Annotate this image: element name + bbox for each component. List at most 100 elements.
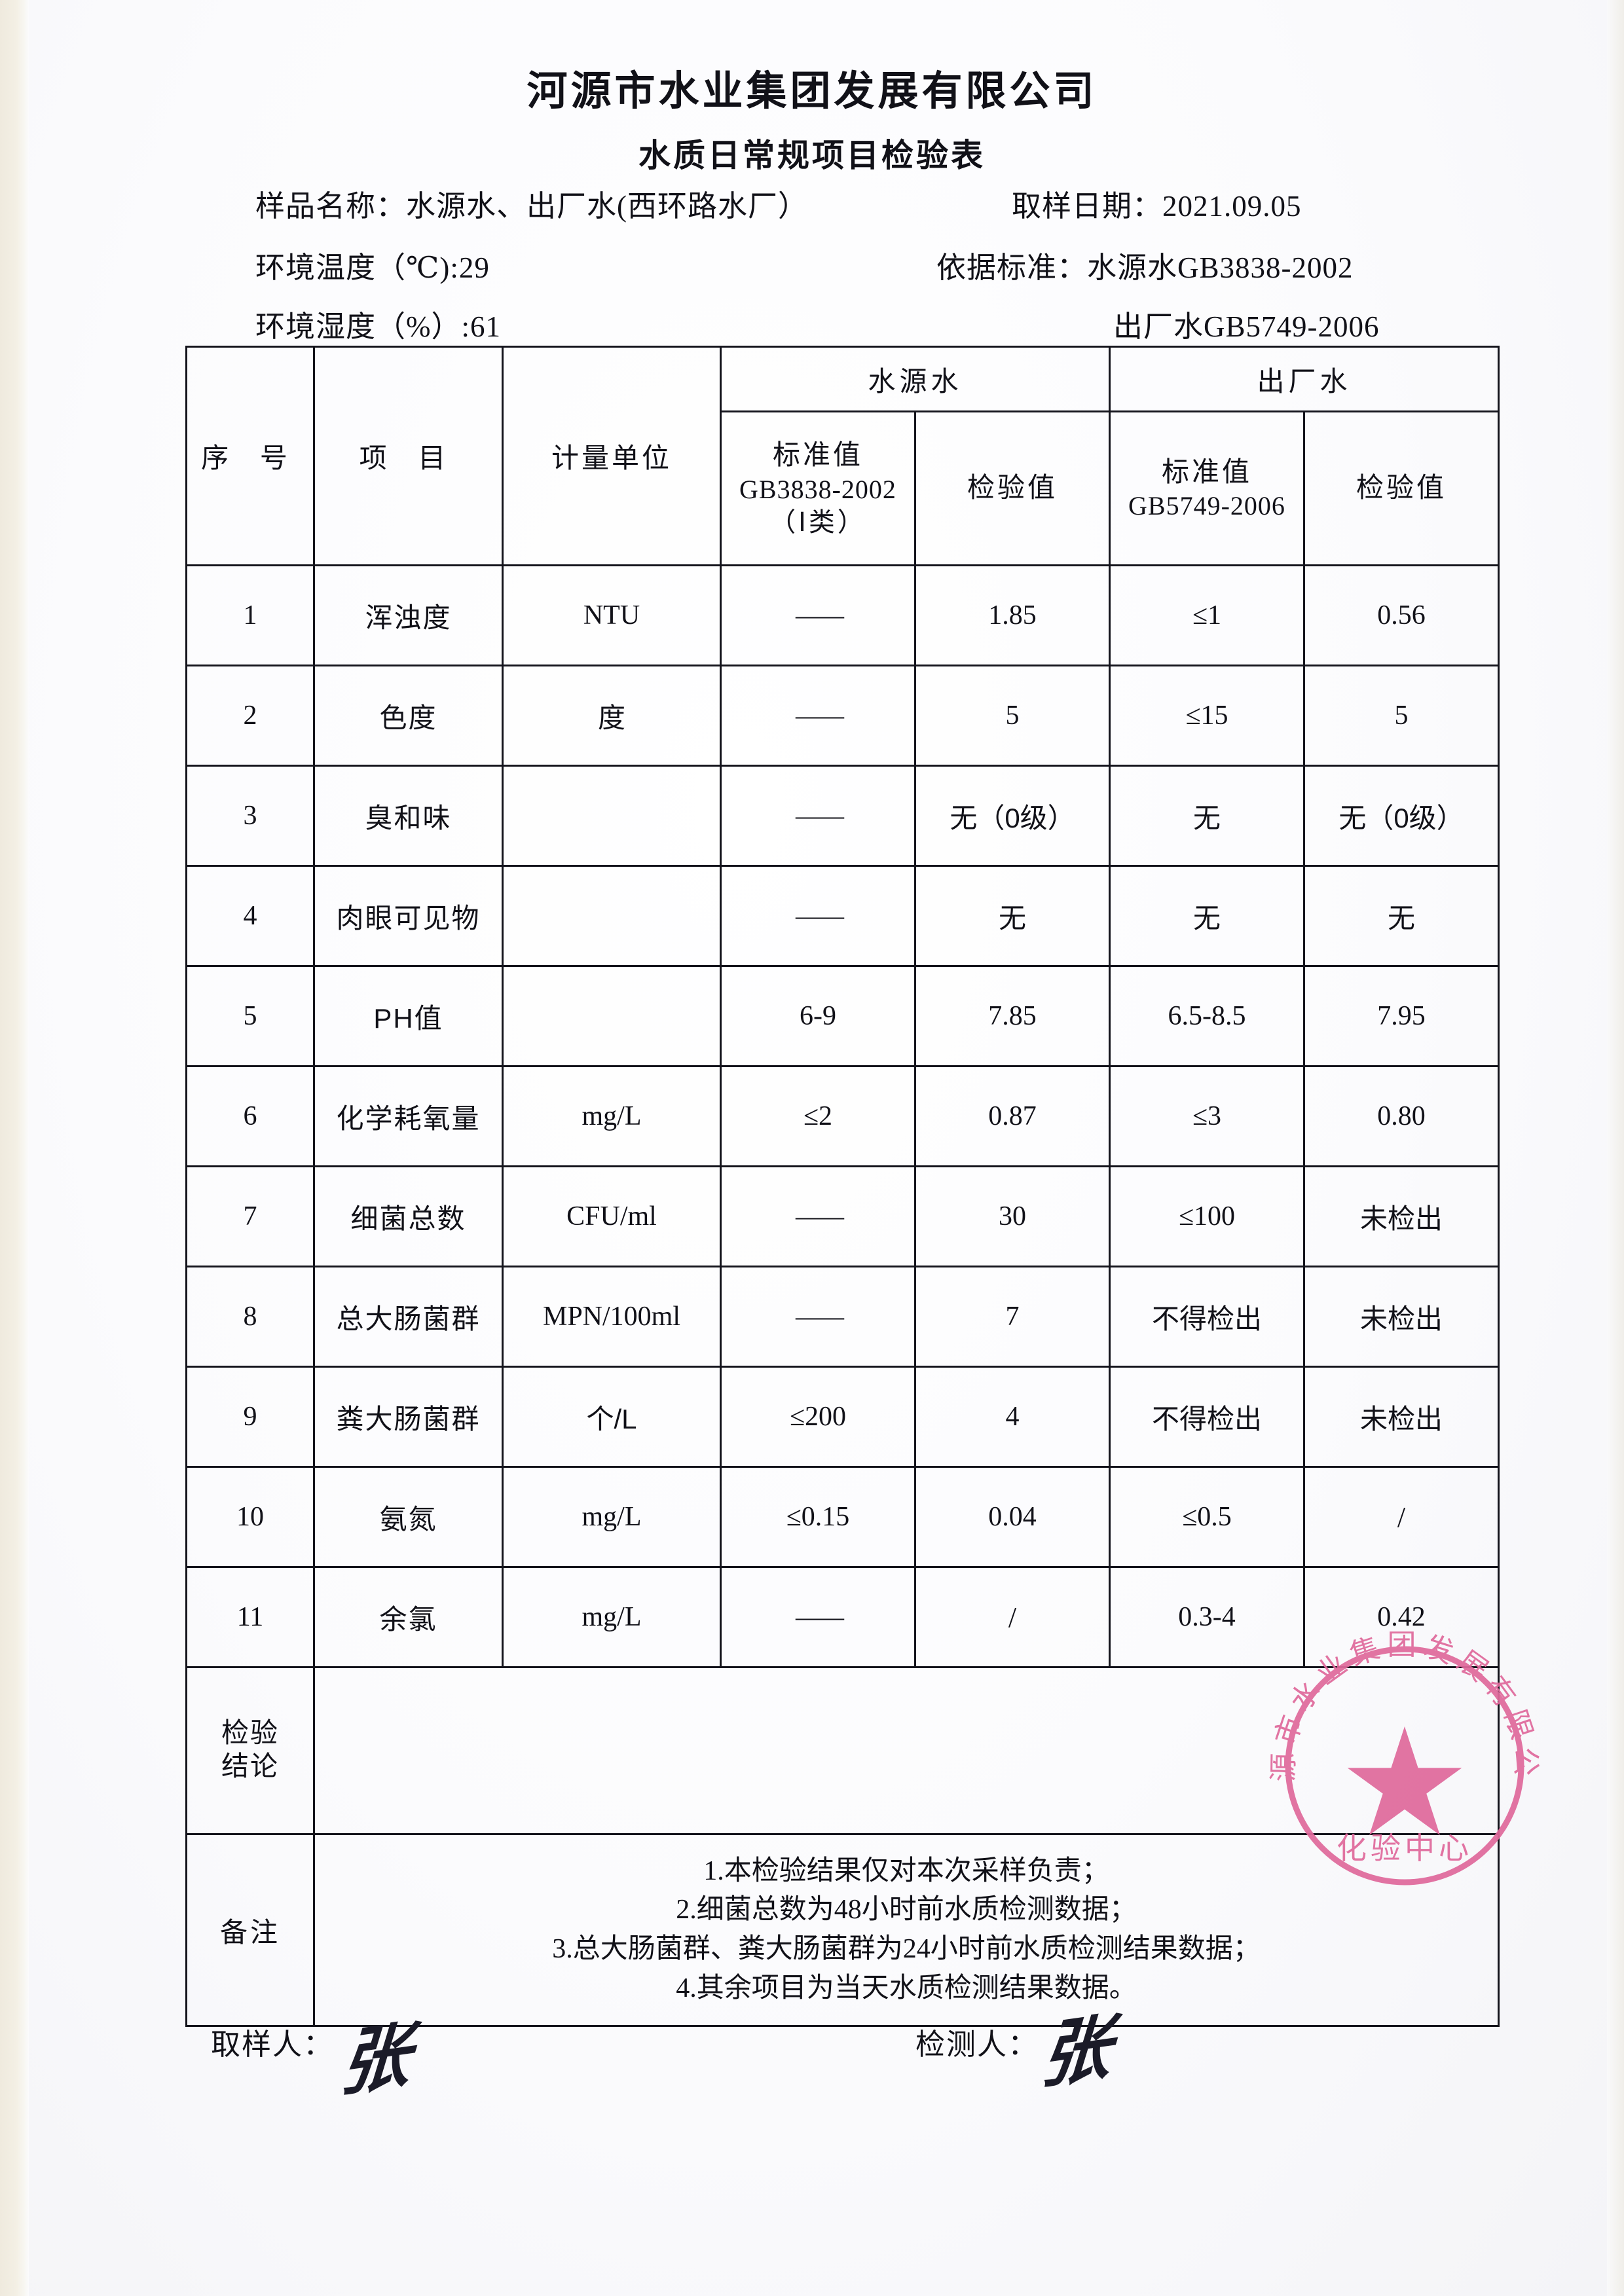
cell-unit: 个/L	[502, 1366, 722, 1468]
table-row: 8 总大肠菌群 MPN/100ml —— 7 不得检出 未检出	[185, 1266, 1500, 1368]
col-header-val-source: 检验值	[914, 410, 1111, 566]
cell-value-source: 1.85	[914, 564, 1111, 666]
sample-name-label: 样品名称：水源水、出厂水(西环路水厂）	[255, 190, 808, 223]
cell-row-number: 3	[185, 765, 315, 867]
company-title: 河源市水业集团发展有限公司	[526, 69, 1098, 114]
table-row: 1 浑浊度 NTU —— 1.85 ≤1 0.56	[185, 564, 1500, 666]
cell-std-source: ≤0.15	[720, 1466, 916, 1568]
cell-item-name: 总大肠菌群	[313, 1266, 504, 1368]
cell-std-outlet: ≤15	[1109, 665, 1305, 767]
col-header-unit: 计量单位	[502, 346, 722, 566]
ambient-temperature-label: 环境温度（℃):29	[255, 251, 490, 284]
cell-value-outlet: 5	[1303, 665, 1500, 767]
cell-std-source: ——	[720, 665, 916, 767]
remark-line: 1.本检验结果仅对本次采样负责；	[703, 1855, 1109, 1886]
sampler-signature: 张	[337, 2017, 405, 2105]
col-header-std-source: 标准值 GB3838-2002 （Ⅰ类）	[720, 410, 916, 566]
remark-row: 备注 1.本检验结果仅对本次采样负责； 2.细菌总数为48小时前水质检测数据； 3.总…	[185, 1833, 1500, 2027]
col-header-val-outlet: 检验值	[1303, 410, 1500, 566]
cell-unit: 度	[502, 665, 722, 767]
cell-std-source: ——	[720, 865, 916, 967]
cell-row-number: 6	[185, 1065, 315, 1167]
cell-row-number: 1	[185, 564, 315, 666]
cell-item-name: 氨氮	[313, 1466, 504, 1568]
cell-std-outlet: 0.3-4	[1109, 1566, 1305, 1668]
table-row: 2 色度度 —— 5 ≤15 5	[185, 665, 1500, 767]
cell-value-source: 7	[914, 1266, 1111, 1368]
table-row: 6 化学耗氧量 mg/L ≤2 0.87 ≤3 0.80	[185, 1065, 1500, 1167]
remark-line: 3.总大肠菌群、粪大肠菌群为24小时前水质检测结果数据；	[552, 1934, 1261, 1964]
col-header-std-outlet: 标准值 GB5749-2006	[1109, 410, 1305, 566]
cell-item-name: 色度	[313, 665, 504, 767]
cell-std-source: ——	[720, 564, 916, 666]
water-quality-table-wrapper: 序 号 项 目 计量单位 水源水 出厂水 标准值 GB3838-2002 （Ⅰ类…	[185, 346, 1500, 2027]
cell-std-source: ——	[720, 765, 916, 867]
cell-unit: MPN/100ml	[502, 1266, 722, 1368]
cell-item-name: 细菌总数	[313, 1165, 504, 1267]
cell-std-source: ——	[720, 1266, 916, 1368]
cell-std-source: ≤200	[720, 1366, 916, 1468]
table-sub-header-row: 标准值 GB3838-2002 （Ⅰ类） 检验值 标准值 GB5749-2006…	[187, 410, 1500, 566]
cell-unit: CFU/ml	[502, 1165, 722, 1267]
cell-unit	[502, 865, 722, 967]
cell-item-name: 肉眼可见物	[313, 865, 504, 967]
cell-std-source: ——	[720, 1566, 916, 1668]
cell-std-outlet: 不得检出	[1109, 1366, 1305, 1468]
cell-std-outlet: 无	[1109, 865, 1305, 967]
conclusion-label-line1: 检验	[221, 1718, 279, 1749]
cell-value-outlet: /	[1303, 1466, 1500, 1568]
water-quality-table: 序 号 项 目 计量单位 水源水 出厂水 标准值 GB3838-2002 （Ⅰ类…	[185, 346, 1500, 2027]
cell-row-number: 11	[185, 1566, 315, 1668]
table-group-header-row: 序 号 项 目 计量单位 水源水 出厂水	[185, 346, 1500, 566]
cell-unit: mg/L	[502, 1466, 722, 1568]
cell-value-outlet: 未检出	[1303, 1266, 1500, 1368]
cell-item-name: 浑浊度	[313, 564, 504, 666]
cell-value-source: 0.87	[914, 1065, 1111, 1167]
table-row: 5 PH值 6-9 7.85 6.5-8.5 7.95	[185, 965, 1500, 1067]
cell-std-outlet: ≤3	[1109, 1065, 1305, 1167]
standard-reference-source: 依据标准：水源水GB3838-2002	[936, 251, 1354, 284]
cell-item-name: 余氯	[313, 1566, 504, 1668]
cell-value-outlet: 未检出	[1303, 1366, 1500, 1468]
cell-unit	[502, 765, 722, 867]
cell-value-outlet: 0.42	[1303, 1566, 1500, 1668]
cell-std-outlet: ≤100	[1109, 1165, 1305, 1267]
cell-unit: mg/L	[502, 1065, 722, 1167]
cell-value-outlet: 0.56	[1303, 564, 1500, 666]
cell-row-number: 7	[185, 1165, 315, 1267]
ambient-humidity-label: 环境湿度（%）:61	[255, 310, 501, 343]
cell-value-source: 无（0级）	[914, 765, 1111, 867]
cell-value-source: 5	[914, 665, 1111, 767]
remark-text: 1.本检验结果仅对本次采样负责； 2.细菌总数为48小时前水质检测数据； 3.总大肠…	[313, 1833, 1500, 2027]
standard-reference-outlet: 出厂水GB5749-2006	[1113, 310, 1380, 343]
cell-std-source: ≤2	[720, 1065, 916, 1167]
cell-value-outlet: 无（0级）	[1303, 765, 1500, 867]
cell-value-source: 0.04	[914, 1466, 1111, 1568]
table-row: 9 粪大肠菌群 个/L ≤200 4 不得检出 未检出	[185, 1366, 1500, 1468]
cell-value-outlet: 7.95	[1303, 965, 1500, 1067]
cell-unit: NTU	[502, 564, 722, 666]
cell-unit	[502, 965, 722, 1067]
cell-item-name: 粪大肠菌群	[313, 1366, 504, 1468]
sampling-date-label: 取样日期：2021.09.05	[1012, 190, 1302, 223]
cell-std-outlet: 不得检出	[1109, 1266, 1305, 1368]
conclusion-label: 检验 结论	[185, 1666, 315, 1835]
sampler-label: 取样人：	[211, 2028, 335, 2061]
tester-signature: 张	[1038, 2009, 1105, 2098]
col-header-item: 项 目	[313, 346, 504, 566]
cell-row-number: 4	[185, 865, 315, 967]
cell-value-source: /	[914, 1566, 1111, 1668]
scan-edge-left	[0, 0, 29, 2296]
cell-value-outlet: 无	[1303, 865, 1500, 967]
remark-line: 4.其余项目为当天水质检测结果数据。	[676, 1973, 1137, 2003]
table-row: 11 余氯 mg/L ——/0.3-4 0.42	[185, 1566, 1500, 1668]
cell-row-number: 8	[185, 1266, 315, 1368]
group-header-outlet-water: 出厂水	[1109, 346, 1500, 412]
cell-row-number: 9	[185, 1366, 315, 1468]
cell-row-number: 2	[185, 665, 315, 767]
cell-value-source: 无	[914, 865, 1111, 967]
scan-edge-right	[1607, 0, 1624, 2296]
cell-row-number: 10	[185, 1466, 315, 1568]
cell-value-outlet: 未检出	[1303, 1165, 1500, 1267]
